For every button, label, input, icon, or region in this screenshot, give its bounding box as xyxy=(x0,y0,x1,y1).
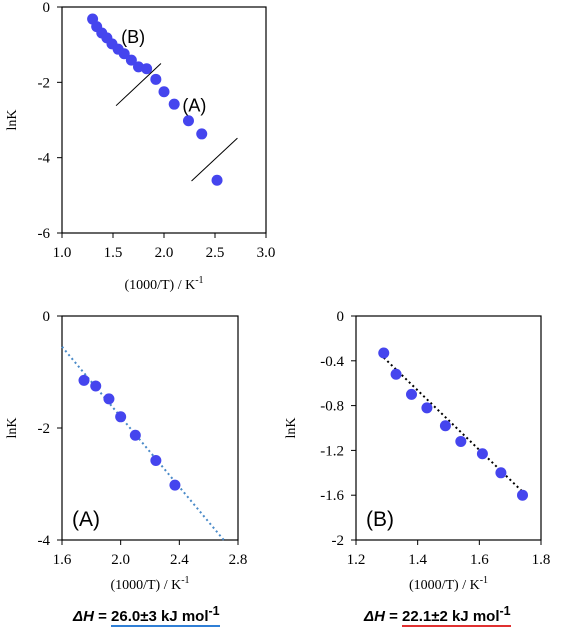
chart-B: 1.2 1.4 1.6 1.8 0 -0.4 -0.8 -1.2 -1.6 -2 (1000/T) … xyxy=(284,309,550,593)
delta-h-result-a: ΔH = 26.0±3 kJ mol-1 xyxy=(73,604,220,627)
data-point xyxy=(211,174,223,186)
equals-a: = xyxy=(93,608,112,625)
plot-frame xyxy=(61,6,267,234)
data-point xyxy=(78,374,90,386)
data-point xyxy=(421,402,433,414)
data-point xyxy=(158,86,170,98)
x-axis-label: (1000/T) / K-1 xyxy=(124,275,203,293)
x-tick-label: 1.4 xyxy=(408,552,427,568)
divider-line-lower xyxy=(191,137,238,182)
panel-label: (B) xyxy=(366,508,394,531)
divider-line-upper xyxy=(115,63,162,107)
plot-frame xyxy=(355,315,542,541)
data-point xyxy=(129,429,141,441)
data-point xyxy=(390,368,402,380)
x-tick-label: 2.5 xyxy=(206,245,225,261)
y-tick-label: 0 xyxy=(337,309,345,325)
data-point xyxy=(90,380,102,392)
x-axis-label-exponent: -1 xyxy=(195,275,203,286)
y-tick-label: -4 xyxy=(38,151,51,167)
y-tick-label: -0.4 xyxy=(320,354,344,370)
data-point xyxy=(141,63,153,75)
delta-h-symbol-a: ΔH xyxy=(73,608,94,625)
x-tick-label: 1.0 xyxy=(53,245,72,261)
delta-h-value-b: 22.1±2 kJ mol-1 xyxy=(402,604,511,627)
x-tick-label: 3.0 xyxy=(257,245,276,261)
x-tick-label: 2.0 xyxy=(155,245,174,261)
plot-frame xyxy=(61,315,239,541)
data-point xyxy=(115,411,127,423)
x-axis-label-exponent: -1 xyxy=(480,575,488,586)
delta-h-symbol-b: ΔH xyxy=(364,608,385,625)
data-point xyxy=(196,128,208,140)
y-tick-label: 0 xyxy=(43,0,51,16)
data-point xyxy=(378,347,390,359)
data-point xyxy=(517,489,528,501)
delta-h-value-a: 26.0±3 kJ mol-1 xyxy=(111,604,220,627)
x-axis-label: (1000/T) / K-1 xyxy=(110,575,189,593)
chart-canvas: 1.0 1.5 2.0 2.5 3.0 0 -2 -4 -6 (1000/T) / K-1 lnK (… xyxy=(5,0,550,593)
y-tick-label: -2 xyxy=(332,533,345,549)
data-point xyxy=(118,48,130,60)
chart-A: 1.6 2.0 2.4 2.8 0 -2 -4 (1000/T) / K-1 lnK (A) xyxy=(5,309,247,593)
x-tick-label: 1.6 xyxy=(470,552,489,568)
data-point xyxy=(150,454,162,466)
annotation-b: (B) xyxy=(121,27,145,47)
delta-h-result-b: ΔH = 22.1±2 kJ mol-1 xyxy=(364,604,511,627)
x-tick-label: 1.5 xyxy=(104,245,123,261)
x-tick-label: 2.0 xyxy=(111,552,130,568)
y-tick-label: -2 xyxy=(38,75,51,91)
data-point xyxy=(476,448,488,460)
y-tick-label: -2 xyxy=(38,421,51,437)
chart-overall: 1.0 1.5 2.0 2.5 3.0 0 -2 -4 -6 (1000/T) / K-1 lnK (… xyxy=(5,0,275,293)
data-point xyxy=(439,420,451,432)
data-point xyxy=(150,73,162,85)
y-axis-label: lnK xyxy=(5,418,20,439)
y-axis-label: lnK xyxy=(284,418,299,439)
y-tick-label: -6 xyxy=(38,226,51,242)
data-point xyxy=(495,467,507,479)
x-tick-label: 2.8 xyxy=(229,552,248,568)
annotation-a: (A) xyxy=(182,96,206,116)
panel-label: (A) xyxy=(72,508,100,531)
y-tick-label: -0.8 xyxy=(320,399,344,415)
x-tick-label: 1.6 xyxy=(53,552,72,568)
x-axis-label-exponent: -1 xyxy=(181,575,189,586)
x-tick-label: 1.8 xyxy=(532,552,551,568)
y-tick-label: 0 xyxy=(43,309,51,325)
equals-b: = xyxy=(384,608,403,625)
data-point xyxy=(169,479,181,491)
y-tick-label: -1.2 xyxy=(320,443,344,459)
data-point xyxy=(182,115,194,127)
y-tick-label: -1.6 xyxy=(320,488,344,504)
data-point xyxy=(103,393,115,405)
data-point xyxy=(455,435,467,447)
y-axis-label: lnK xyxy=(5,110,20,131)
x-tick-label: 1.2 xyxy=(347,552,366,568)
trendline xyxy=(61,346,225,541)
data-point xyxy=(125,54,137,66)
x-axis-label: (1000/T) / K-1 xyxy=(409,575,488,593)
data-point xyxy=(406,388,417,400)
data-point xyxy=(168,98,180,110)
x-tick-label: 2.4 xyxy=(170,552,189,568)
y-tick-label: -4 xyxy=(38,533,51,549)
